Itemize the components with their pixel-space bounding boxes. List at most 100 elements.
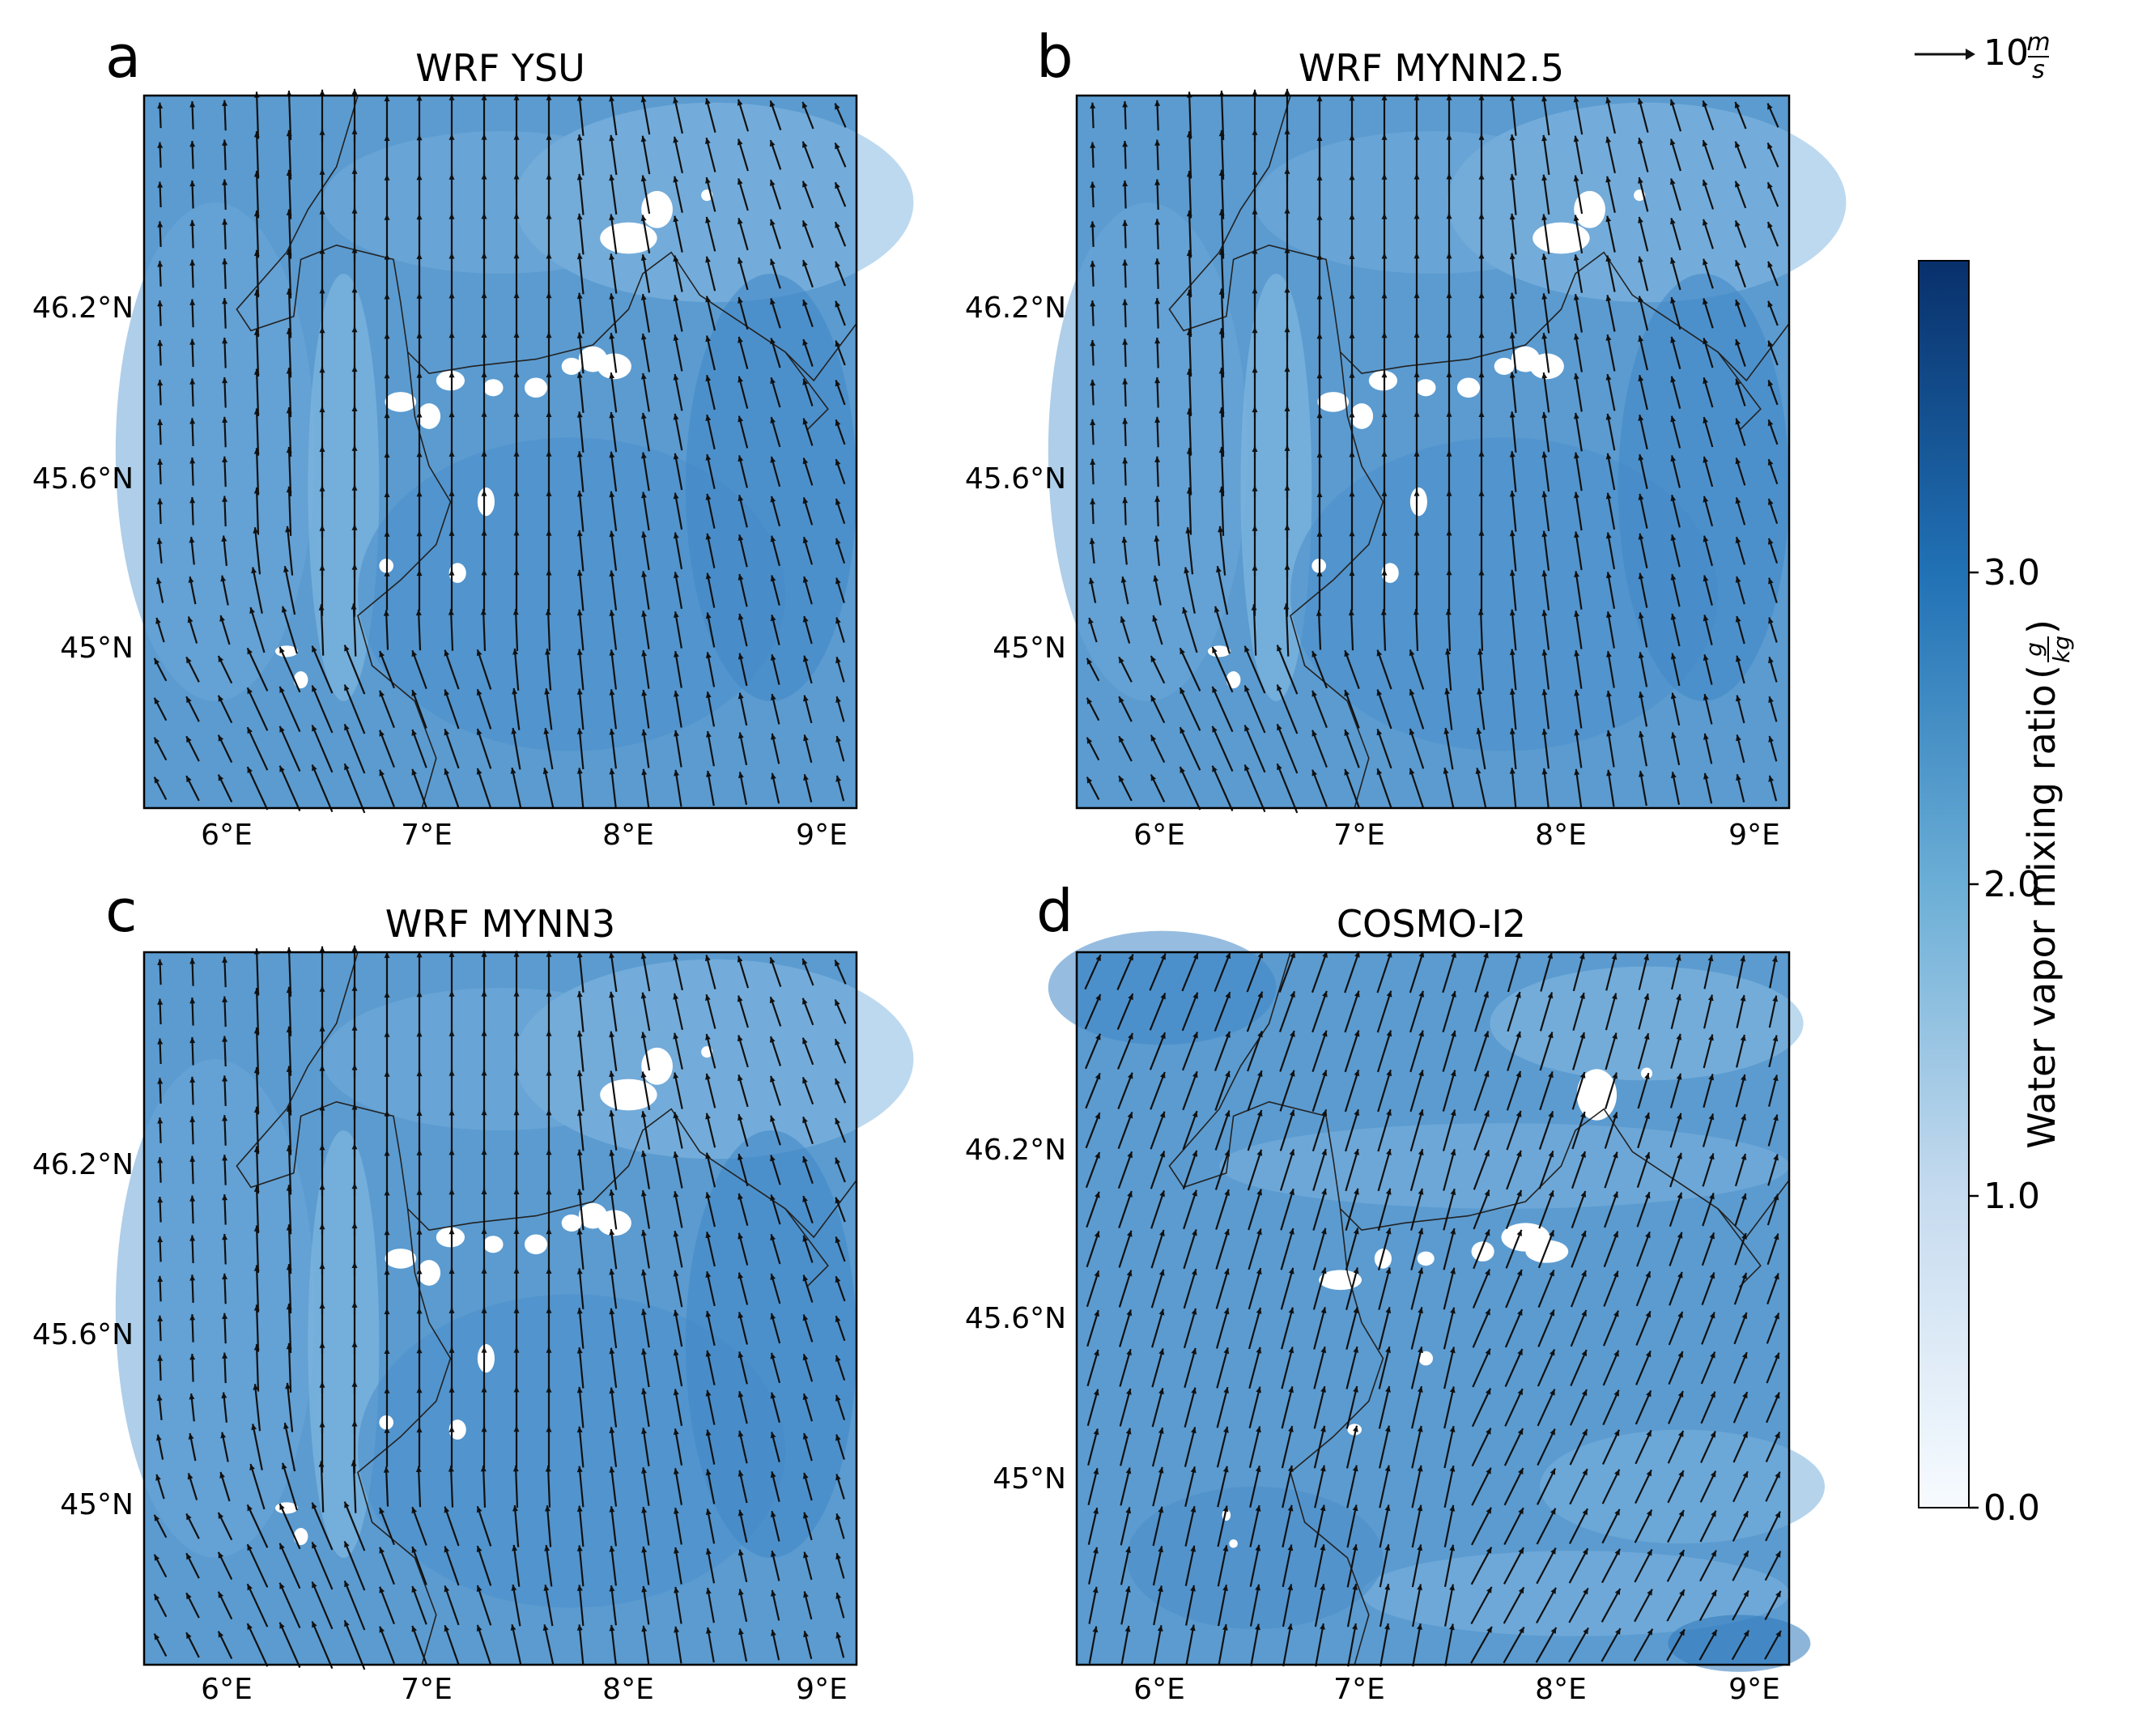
wind-vector-head — [1709, 1312, 1715, 1319]
wind-vector-head — [835, 999, 840, 1006]
wind-vector — [1179, 687, 1201, 731]
wind-vector-head — [319, 367, 325, 373]
wind-vector-head — [1549, 1389, 1555, 1396]
wind-vector — [1345, 1228, 1359, 1270]
wind-vector-head — [1702, 100, 1708, 108]
wind-vector-head — [157, 1315, 164, 1321]
wind-vector-head — [1451, 991, 1456, 998]
wind-vector-head — [1160, 1032, 1166, 1040]
wind-vector-head — [1418, 1267, 1424, 1274]
wind-vector — [642, 689, 650, 729]
wind-vector-head — [576, 213, 583, 220]
wind-vector-head — [802, 141, 808, 148]
wind-vector-head — [1743, 1630, 1749, 1637]
wind-vector-head — [1352, 1544, 1358, 1551]
wind-vector-head — [481, 1386, 487, 1393]
wind-vector-head — [1735, 577, 1741, 583]
wind-vector — [610, 1546, 617, 1586]
wind-vector — [1377, 1069, 1392, 1113]
wind-vector — [1378, 1267, 1391, 1310]
wind-vector-head — [1549, 1270, 1554, 1277]
wind-vector — [1542, 570, 1550, 611]
wind-vector-head — [576, 1109, 583, 1117]
wind-vector-head — [1772, 1074, 1779, 1082]
wind-vector — [610, 1031, 618, 1071]
wind-vector-head — [319, 1421, 325, 1428]
wind-vector-head — [222, 1352, 228, 1359]
wind-vector — [286, 525, 294, 576]
wind-vector-head — [738, 692, 744, 700]
wind-vector-head — [319, 525, 325, 531]
wind-vector-head — [1321, 1109, 1328, 1117]
wind-vector — [1443, 1425, 1455, 1469]
wind-vector-head — [737, 995, 743, 1002]
wind-vector-head — [1255, 1505, 1261, 1512]
wind-vector — [641, 135, 651, 175]
wind-vector-head — [1125, 1428, 1132, 1435]
wind-vector-head — [1478, 94, 1485, 100]
wind-vector-head — [738, 376, 743, 383]
wind-vector-head — [1154, 496, 1161, 502]
wind-vector — [1188, 210, 1192, 258]
quiver-key: 10 m s — [1915, 28, 2051, 84]
wind-vector-head — [1256, 1347, 1262, 1354]
wind-vector-head — [481, 291, 487, 299]
wind-vector-head — [1774, 1313, 1779, 1320]
wind-vector — [610, 1268, 618, 1309]
wind-vector-head — [1485, 1269, 1490, 1276]
wind-vector-head — [1446, 450, 1452, 457]
wind-vector — [1575, 729, 1583, 768]
wind-vector-head — [1222, 1505, 1229, 1513]
wind-vector-head — [157, 102, 164, 108]
wind-vector-head — [1767, 103, 1773, 110]
wind-vector-head — [1225, 992, 1231, 999]
wind-vector-head — [1613, 1310, 1619, 1317]
wind-vector — [1311, 1108, 1328, 1152]
wind-vector — [1414, 609, 1419, 651]
wind-vector-head — [253, 1304, 260, 1311]
wind-vector-head — [448, 1466, 454, 1472]
wind-vector — [705, 1113, 716, 1148]
wind-vector-head — [384, 372, 390, 379]
wind-vector-head — [351, 365, 358, 372]
masked-terrain — [293, 1528, 308, 1546]
wind-vector-head — [641, 1547, 648, 1553]
wind-vector — [286, 1382, 294, 1432]
wind-vector — [610, 411, 618, 453]
masked-terrain — [1409, 487, 1427, 517]
wind-vector — [641, 175, 651, 215]
wind-vector — [512, 1544, 521, 1587]
wind-vector — [610, 1347, 618, 1389]
wind-vector-head — [1772, 995, 1779, 1002]
wind-vector — [1188, 170, 1192, 219]
wind-vector-head — [1284, 564, 1290, 570]
wind-vector-head — [189, 998, 196, 1004]
wind-vector-head — [1125, 1547, 1131, 1553]
wind-vector-head — [222, 258, 228, 265]
wind-vector — [1503, 1467, 1524, 1506]
masked-terrain — [1226, 671, 1241, 689]
wind-vector-head — [1515, 1031, 1521, 1038]
wind-vector-head — [1671, 772, 1677, 779]
wind-vector-head — [186, 1553, 192, 1560]
wind-vector — [1248, 1189, 1262, 1231]
wind-vector — [1276, 645, 1299, 695]
wind-vector-head — [640, 1269, 647, 1276]
wind-vector — [578, 951, 585, 993]
wind-vector — [1575, 491, 1583, 531]
wind-vector — [1605, 1072, 1618, 1110]
wind-vector-head — [543, 1585, 550, 1591]
wind-vector — [1569, 1508, 1588, 1544]
wind-vector-head — [673, 1389, 679, 1396]
wind-vector-head — [1670, 732, 1677, 739]
wind-vector-head — [481, 1426, 487, 1432]
wind-vector-head — [1409, 649, 1415, 657]
wind-vector-head — [1349, 174, 1355, 181]
wind-vector-head — [546, 1070, 552, 1076]
panel-title-d: COSMO-I2 — [1337, 902, 1526, 946]
wind-vector-head — [1386, 1030, 1392, 1037]
wind-vector-head — [1192, 1189, 1197, 1197]
wind-vector-head — [673, 1468, 679, 1474]
wind-vector — [255, 988, 260, 1036]
wind-vector-head — [1613, 1231, 1618, 1238]
